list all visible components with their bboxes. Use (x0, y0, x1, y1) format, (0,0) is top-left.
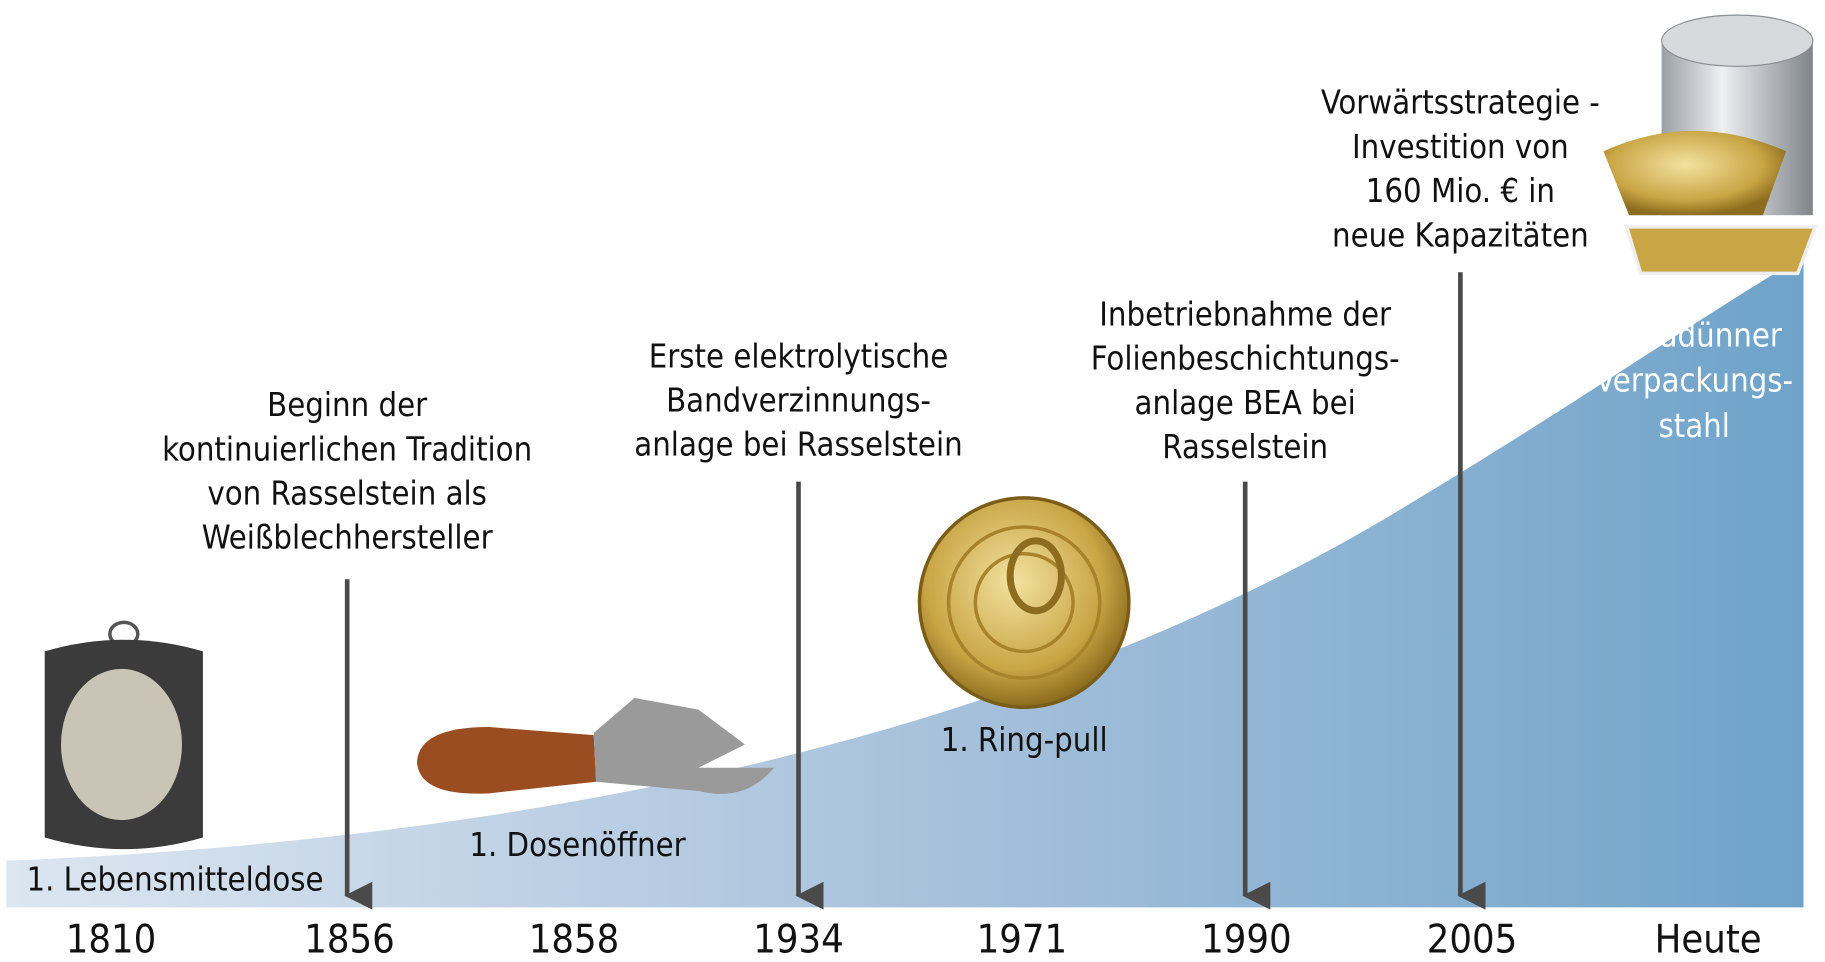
product-label: stahl (1658, 407, 1729, 445)
event-text: Vorwärtsstrategie - (1321, 84, 1600, 122)
event-text: Bandverzinnungs- (666, 381, 931, 419)
event-text: neue Kapazitäten (1332, 216, 1589, 254)
year-label: 1858 (529, 917, 620, 962)
year-label: 1934 (753, 917, 844, 962)
product-label: 1. Dosenöffner (469, 826, 686, 864)
year-label: 1810 (66, 917, 157, 962)
can-opener-image (416, 697, 775, 794)
year-label: 1971 (977, 917, 1068, 962)
event-text: 160 Mio. € in (1366, 172, 1555, 210)
year-label: 2005 (1427, 917, 1518, 962)
year-label: 1856 (304, 917, 395, 962)
product-label: 1. Lebensmitteldose (26, 861, 323, 899)
event-text: Inbetriebnahme der (1099, 295, 1392, 333)
year-label: 1990 (1201, 917, 1292, 962)
year-label: Heute (1655, 917, 1762, 962)
event-text: kontinuierlichen Tradition (162, 430, 532, 468)
event-text: Investition von (1352, 128, 1569, 166)
event-text: Beginn der (267, 386, 428, 424)
food-can-image (44, 620, 203, 850)
event-text: Rasselstein (1162, 428, 1328, 466)
packaging-image (1603, 14, 1818, 276)
event-text: Weißblechhersteller (202, 519, 494, 557)
event-text: anlage BEA bei (1135, 384, 1356, 422)
growth-area (6, 255, 1804, 908)
event-text: Folienbeschichtungs- (1091, 340, 1400, 378)
ring-pull-image (917, 496, 1131, 709)
event-text: anlage bei Rasselstein (634, 426, 962, 464)
product-label: Verpackungs- (1595, 362, 1793, 400)
product-label: 1. Ring-pull (941, 721, 1108, 759)
event-text: von Rasselstein als (207, 475, 487, 513)
product-label: Ultradünner (1606, 316, 1782, 354)
event-text: Erste elektrolytische (649, 337, 949, 375)
